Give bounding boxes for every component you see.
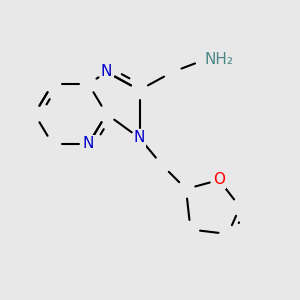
Text: N: N <box>83 136 94 152</box>
Text: N: N <box>101 64 112 80</box>
Text: O: O <box>213 172 225 188</box>
Text: NH₂: NH₂ <box>204 52 233 68</box>
Text: N: N <box>134 130 145 146</box>
